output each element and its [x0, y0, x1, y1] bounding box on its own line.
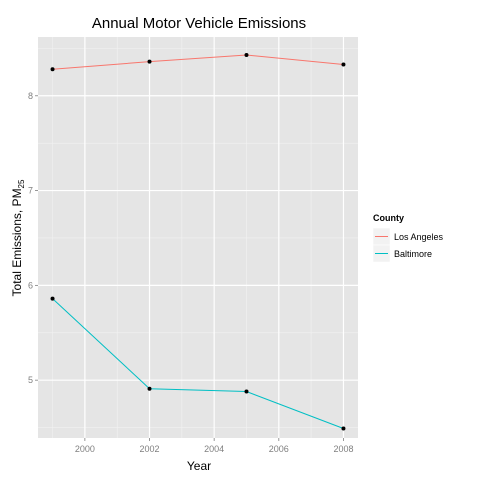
series-baltimore: [50, 296, 346, 431]
data-point: [244, 389, 249, 394]
series-line-baltimore: [52, 298, 344, 429]
y-tick-label: 5: [28, 375, 33, 385]
series-line-los-angeles: [52, 54, 344, 70]
data-point: [244, 53, 249, 58]
data-point: [341, 62, 346, 67]
y-axis-title-main: Total Emissions, PM: [10, 188, 24, 296]
y-tick-label: 7: [28, 186, 33, 196]
chart-title: Annual Motor Vehicle Emissions: [92, 15, 306, 32]
legend-label: Baltimore: [394, 249, 432, 259]
x-axis-title: Year: [187, 459, 211, 473]
x-tick-label: 2000: [75, 444, 95, 454]
data-point: [50, 67, 55, 72]
y-tick-label: 8: [28, 91, 33, 101]
data-point: [50, 296, 55, 301]
x-axis: 2000 2002 2004 2006 2008: [75, 438, 353, 454]
y-axis-title-subscript: 25: [17, 179, 26, 188]
y-axis-title: Total Emissions, PM25: [10, 179, 26, 296]
legend: County Los Angeles Baltimore: [372, 213, 444, 263]
series-layer: [50, 53, 346, 431]
x-tick-label: 2004: [204, 444, 224, 454]
x-tick-label: 2006: [269, 444, 289, 454]
y-axis: 5 6 7 8: [28, 91, 38, 385]
legend-label: Los Angeles: [394, 232, 444, 242]
data-point: [341, 426, 346, 431]
legend-title: County: [373, 213, 404, 223]
legend-item: Los Angeles: [372, 227, 444, 246]
x-tick-label: 2008: [333, 444, 353, 454]
minor-grid: [38, 37, 358, 438]
y-tick-label: 6: [28, 280, 33, 290]
plot-panel: [38, 37, 358, 438]
x-tick-label: 2002: [139, 444, 159, 454]
major-grid: [38, 37, 358, 438]
legend-item: Baltimore: [372, 244, 432, 263]
data-point: [147, 386, 152, 391]
data-point: [147, 59, 152, 64]
series-los-angeles: [50, 53, 346, 72]
